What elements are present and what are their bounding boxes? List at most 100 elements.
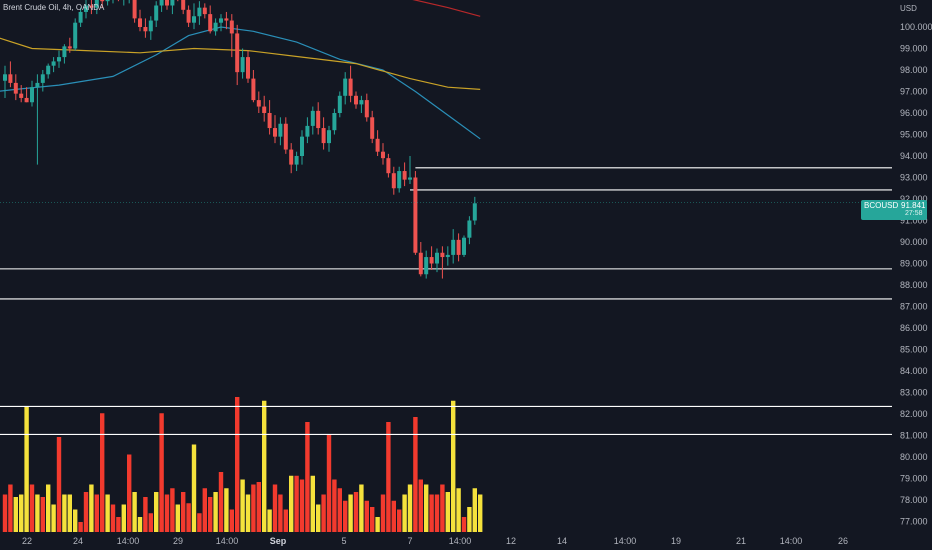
volume-bar xyxy=(456,488,461,532)
time-tick-label: 21 xyxy=(736,536,746,546)
volume-bar xyxy=(143,497,148,532)
candle-body xyxy=(246,57,250,79)
candle-body xyxy=(332,113,337,131)
candle-body xyxy=(256,100,261,107)
candle-body xyxy=(165,0,169,6)
price-tick-label: 94.000 xyxy=(900,151,928,161)
candle-body xyxy=(262,106,267,113)
candle-body xyxy=(132,0,137,19)
volume-bar xyxy=(202,488,207,532)
candle-body xyxy=(78,11,83,23)
candle-body xyxy=(143,27,148,32)
candle-body xyxy=(408,177,412,180)
candle-body xyxy=(13,82,18,94)
volume-bar xyxy=(364,500,369,532)
candle-body xyxy=(456,239,461,255)
volume-bar xyxy=(78,522,83,532)
candle-body xyxy=(472,203,477,221)
symbol-title: Brent Crude Oil, 4h, OANDA xyxy=(3,3,105,12)
volume-bar xyxy=(224,488,229,532)
candle-body xyxy=(316,110,321,129)
candle-body xyxy=(57,57,61,62)
volume-bar xyxy=(283,509,288,532)
volume-bar xyxy=(289,475,294,532)
moving-average-line xyxy=(0,26,481,140)
price-tick-label: 89.000 xyxy=(900,259,928,269)
volume-bar xyxy=(343,500,348,532)
candle-body xyxy=(105,0,110,2)
volume-bar xyxy=(272,484,278,532)
volume-bar xyxy=(35,494,40,532)
candle-body xyxy=(154,5,159,21)
candle-body xyxy=(413,177,418,253)
candle-body xyxy=(305,125,310,137)
price-tick-label: 86.000 xyxy=(900,323,928,333)
volume-bar xyxy=(348,494,353,532)
candle-body xyxy=(186,9,191,23)
price-tick-label: 77.000 xyxy=(900,517,928,527)
price-tick-label: 93.000 xyxy=(900,173,928,183)
price-tick-label: 81.000 xyxy=(900,431,928,441)
horizontal-lines[interactable] xyxy=(0,167,892,435)
candle-body xyxy=(424,257,429,275)
volume-bar xyxy=(316,504,321,532)
candle-body xyxy=(462,237,466,255)
volume-bar xyxy=(321,494,326,532)
candle-body xyxy=(451,239,456,255)
candle-body xyxy=(3,74,7,81)
time-axis[interactable]: 22 24 14:00 29 14:00 Sep 5 7 14:00 12 14 14:00 19 21 1… xyxy=(22,536,848,546)
price-axis[interactable]: 100.000 99.000 98.000 97.000 96.000 95.000 94.… xyxy=(900,22,932,527)
volume-bar xyxy=(359,484,364,532)
candle-body xyxy=(364,100,369,118)
volume-bar xyxy=(235,397,240,532)
price-badge-symbol: BCOUSD xyxy=(864,201,899,210)
volume-bar xyxy=(56,437,62,532)
time-tick-label: 14:00 xyxy=(614,536,637,546)
volume-bar xyxy=(197,513,202,532)
candle-body xyxy=(208,14,213,32)
volume-bar xyxy=(164,494,170,532)
volume-bar xyxy=(245,494,251,532)
volume-bar xyxy=(213,492,218,532)
price-tick-label: 92.000 xyxy=(900,194,928,204)
time-tick-label: 14:00 xyxy=(117,536,140,546)
time-tick-label: 29 xyxy=(173,536,183,546)
price-tick-label: 97.000 xyxy=(900,87,928,97)
time-tick-label: 22 xyxy=(22,536,32,546)
candle-body xyxy=(229,20,234,34)
time-tick-label: Sep xyxy=(270,536,287,546)
candle-body xyxy=(35,82,40,88)
volume-bar xyxy=(478,494,483,532)
volume-bar xyxy=(418,479,423,532)
volume-bar xyxy=(240,479,245,532)
volume-bar xyxy=(137,517,143,532)
candle-body xyxy=(267,113,272,129)
volume-bar xyxy=(191,444,197,532)
volume-bar xyxy=(40,497,45,532)
candle-body xyxy=(8,74,13,83)
time-tick-label: 14:00 xyxy=(216,536,239,546)
candle-body xyxy=(310,110,315,126)
candle-body xyxy=(94,0,99,8)
volume-bar xyxy=(267,509,272,532)
candle-body xyxy=(219,18,223,23)
candle-body xyxy=(375,138,380,152)
candle-body xyxy=(321,128,326,144)
time-tick-label: 14:00 xyxy=(780,536,803,546)
volume-bar xyxy=(467,507,472,532)
volume-bar xyxy=(445,492,450,532)
candle-body xyxy=(181,0,186,10)
candle-body xyxy=(251,78,256,101)
volume-bar xyxy=(2,494,8,532)
moving-average-line xyxy=(0,37,481,90)
volume-bar xyxy=(402,494,407,532)
price-badge-value: 91.841 xyxy=(901,201,926,210)
candle-body xyxy=(235,33,240,73)
candle-body xyxy=(148,20,153,32)
volume-bar xyxy=(218,472,224,532)
volume-bar xyxy=(105,494,110,532)
volume-bar xyxy=(386,422,391,532)
price-tick-label: 82.000 xyxy=(900,409,928,419)
price-tick-label: 87.000 xyxy=(900,302,928,312)
